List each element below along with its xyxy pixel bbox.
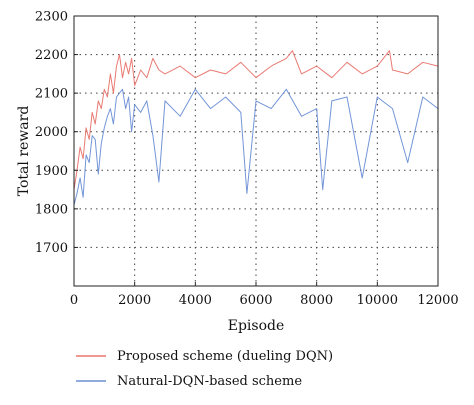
x-tick-label: 10000 xyxy=(357,293,398,308)
x-ticks: 0 2000 4000 6000 8000 10000 12000 xyxy=(70,282,459,308)
legend-label-natural: Natural-DQN-based scheme xyxy=(117,374,302,389)
series-line-proposed xyxy=(73,50,439,190)
legend-label-proposed: Proposed scheme (dueling DQN) xyxy=(117,349,333,364)
y-tick-label: 1900 xyxy=(35,164,68,179)
x-tick-label: 4000 xyxy=(179,293,212,308)
y-axis-label: Total reward xyxy=(16,106,32,197)
plot-background xyxy=(74,16,438,286)
legend: Proposed scheme (dueling DQN) Natural-DQ… xyxy=(76,349,333,389)
x-tick-label: 2000 xyxy=(118,293,151,308)
x-tick-label: 6000 xyxy=(239,293,272,308)
series-line-natural xyxy=(73,88,439,206)
x-tick-label: 12000 xyxy=(417,293,458,308)
y-tick-label: 2300 xyxy=(35,10,68,25)
y-tick-label: 1700 xyxy=(35,241,68,256)
series-layer xyxy=(73,50,439,206)
y-tick-label: 2100 xyxy=(35,87,68,102)
x-axis-label: Episode xyxy=(228,318,285,334)
y-ticks: 1700 1800 1900 2000 2100 2200 2300 xyxy=(35,10,78,256)
y-tick-label: 1800 xyxy=(35,202,68,217)
x-tick-label: 0 xyxy=(70,293,78,308)
y-tick-label: 2200 xyxy=(35,48,68,63)
y-tick-label: 2000 xyxy=(35,125,68,140)
x-tick-label: 8000 xyxy=(300,293,333,308)
